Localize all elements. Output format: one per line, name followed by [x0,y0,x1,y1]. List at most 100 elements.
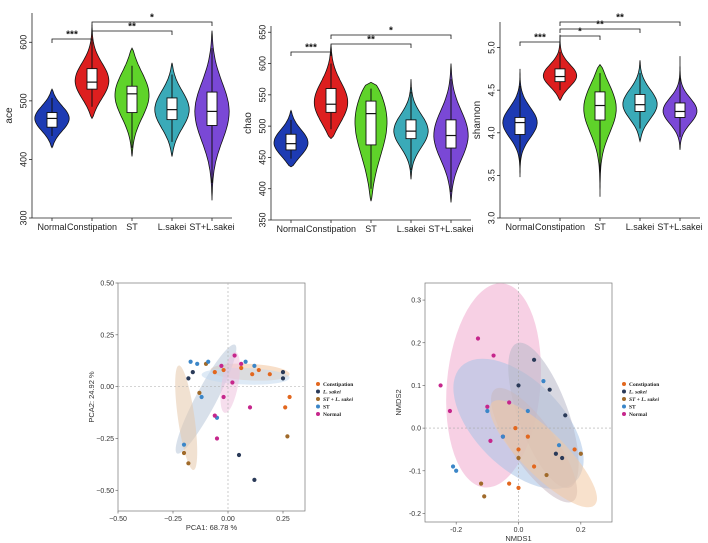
sample-point-Constipation [267,372,272,377]
sample-point-ST [181,442,187,447]
y-tick-label: 350 [257,212,267,227]
x-tick-label: ST [594,222,606,232]
sample-point-Normal [475,336,481,341]
sample-point-Lsakei [280,376,286,381]
sample-point-STLsakei [197,390,202,395]
significance-bracket [330,34,452,39]
sample-point-Lsakei [280,370,286,375]
sample-point-ST [195,361,200,366]
sample-point-Constipation [513,426,518,431]
iqr-box [405,119,417,140]
legend-label: L. sakei [322,390,341,396]
sample-point-Normal [212,413,217,418]
y-tick-label: 600 [257,56,267,71]
sample-point-ST [252,363,257,369]
sample-point-Constipation [507,481,512,486]
y-tick-label: 0.0 [411,426,421,433]
sample-point-ST [500,434,506,439]
sample-point-Constipation [283,405,288,410]
sample-point-Lsakei [553,451,559,456]
legend-swatch [622,389,626,394]
significance-label: ** [367,35,375,46]
x-tick-label: ST+L.sakei [428,224,473,234]
sample-point-Lsakei [236,452,242,458]
iqr-box [365,100,377,146]
x-tick-label: 0.25 [276,516,290,523]
legend-label: Constipation [323,382,353,388]
iqr-box [674,102,686,118]
sample-point-Normal [447,408,453,414]
legend-swatch [622,382,626,386]
iqr-box [46,112,58,128]
confidence-ellipse-STLsakei [175,365,198,471]
significance-bracket [559,21,681,26]
legend-label: Normal [323,412,341,418]
sample-point-Normal [232,353,237,358]
y-tick-label: 0.2 [411,340,421,347]
significance-label: * [150,13,154,24]
sample-point-STLsakei [578,451,583,456]
significance-bracket [519,41,561,46]
sample-point-Lsakei [516,383,521,388]
significance-label: *** [305,43,317,54]
sample-point-STLsakei [186,461,191,466]
legend-label: ST + L. sakei [629,397,659,403]
x-tick-label: −0.50 [109,516,127,523]
y-tick-label: 4.0 [486,127,496,140]
x-tick-label: ST+L.sakei [189,222,234,232]
sample-point-Constipation [212,370,217,375]
sample-point-Constipation [516,447,521,452]
y-axis-label: ace [4,107,15,124]
y-tick-label: −0.25 [96,436,114,443]
sample-point-Constipation [250,372,255,377]
significance-bracket [559,35,601,40]
sample-point-Normal [219,363,224,369]
pca-scatter-chart: −0.50 −0.25 0.00 0.25 −0.50 −0.25 0.00 0.25 0.50… [87,281,353,533]
significance-label: * [389,26,393,37]
iqr-box [634,93,646,112]
y-tick-label: -0.1 [409,468,421,475]
sample-point-ST [541,379,546,384]
x-tick-label: Normal [276,224,305,234]
sample-point-ST [485,408,490,414]
sample-point-ST [188,359,193,364]
y-tick-label: 600 [18,35,28,50]
y-tick-label: 450 [257,150,267,165]
x-tick-label: 0.00 [221,516,235,523]
legend-label: Normal [629,412,647,418]
sample-point-Constipation [239,365,244,371]
y-tick-label: 300 [18,210,28,225]
sample-point-Normal [485,404,490,409]
sample-point-Constipation [525,434,530,439]
sample-point-STLsakei [285,434,290,439]
x-tick-label: Constipation [67,222,117,232]
sample-point-Normal [507,400,512,405]
significance-label: ** [596,20,604,31]
sample-point-Normal [488,438,493,444]
y-axis-label: NMDS2 [394,389,403,415]
y-tick-label: 0.3 [411,298,421,305]
y-axis-label: PCA2: 24.92 % [87,371,96,423]
sample-point-Constipation [516,485,521,490]
iqr-box [126,85,138,114]
legend-label: ST [323,405,330,411]
sample-point-Normal [247,405,253,410]
sample-point-Normal [491,353,496,358]
iqr-box [285,133,297,151]
significance-label: * [578,27,582,38]
iqr-box [514,116,526,135]
legend-label: ST + L. sakei [323,397,353,403]
y-tick-label: 4.5 [486,84,496,97]
sample-point-ST [525,408,530,414]
legend-swatch [316,397,320,401]
y-axis-label: shannon [472,101,483,139]
x-tick-label: L.sakei [397,224,426,234]
nmds-scatter-chart: -0.2 0.0 0.2 -0.2 -0.1 0.0 0.1 0.2 0.3 NMDS1 NMDS2… [394,282,659,543]
sample-point-ST [243,359,248,364]
legend-swatch [622,412,626,416]
x-tick-label: -0.2 [450,527,462,534]
x-tick-label: 0.2 [576,527,586,534]
legend-label: L. sakei [628,390,647,396]
legend-swatch [622,397,626,401]
